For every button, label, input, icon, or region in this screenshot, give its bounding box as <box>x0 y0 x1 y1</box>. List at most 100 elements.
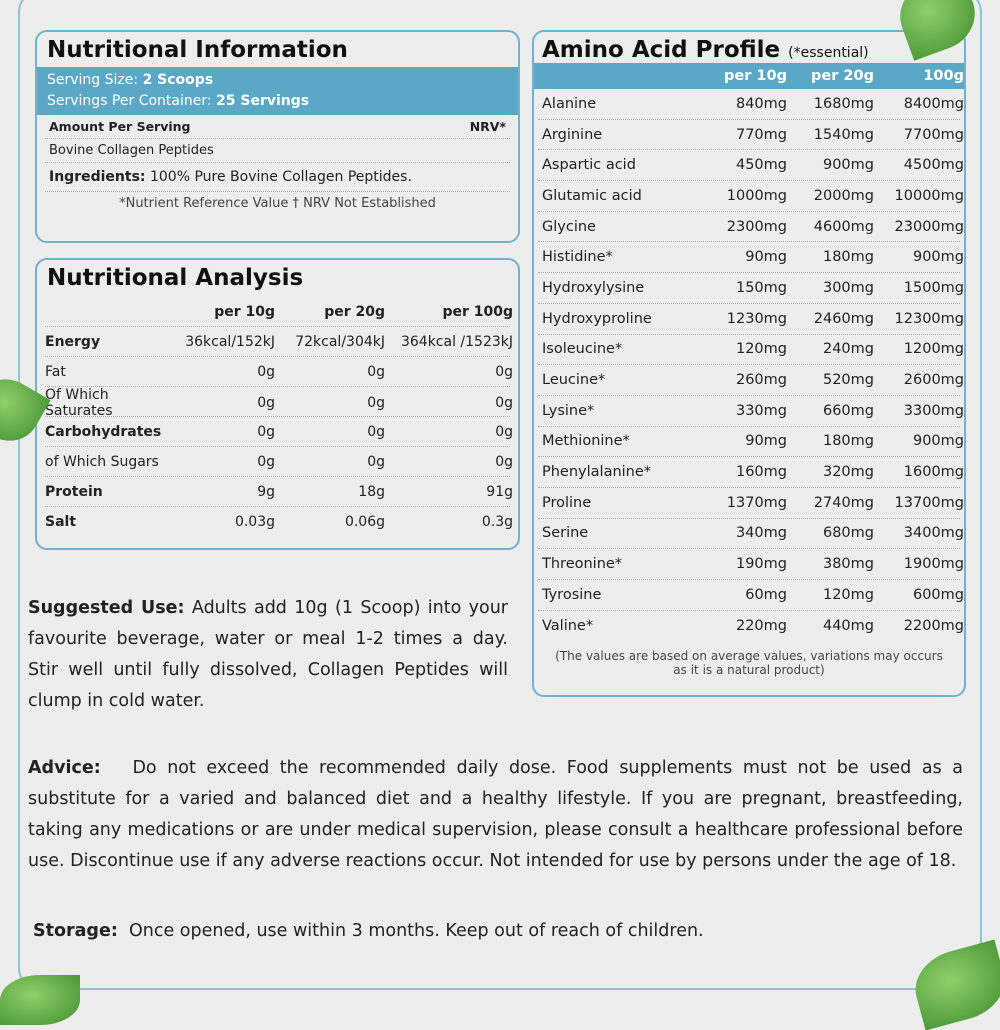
cell: 2200mg <box>903 618 964 635</box>
nrv-label: NRV* <box>469 119 506 134</box>
cell: Arginine <box>542 126 603 143</box>
ingredients-label: Ingredients: <box>49 169 146 185</box>
cell: 0.06g <box>344 514 385 530</box>
cell: 9g <box>257 483 275 500</box>
servings-per-container-label: Servings Per Container: <box>47 93 212 109</box>
cell: 2600mg <box>903 372 964 389</box>
table-row: Threonine* 190mg 380mg 1900mg <box>538 549 964 580</box>
table-row: Serine 340mg 680mg 3400mg <box>538 519 964 550</box>
nutrition-table: per 10g per 20g per 100g Energy 36kcal/152kJ… <box>45 297 513 537</box>
table-row: Methionine* 90mg 180mg 900mg <box>538 427 964 458</box>
cell: Tyrosine <box>542 586 602 603</box>
leaf-icon <box>0 975 80 1025</box>
table-row: Valine* 220mg 440mg 2200mg <box>538 611 964 642</box>
cell: of Which Sugars <box>45 453 159 470</box>
cell: Phenylalanine* <box>542 464 652 481</box>
cell: 120mg <box>822 586 874 603</box>
cell: Glycine <box>542 218 596 235</box>
cell: 840mg <box>735 95 787 112</box>
cell: 2000mg <box>813 187 874 204</box>
cell: Of Which Saturates <box>45 387 113 419</box>
panel-title: Nutritional Analysis <box>47 265 304 291</box>
table-row: Phenylalanine* 160mg 320mg 1600mg <box>538 457 964 488</box>
cell: 1540mg <box>813 126 874 143</box>
nutritional-information-panel: Nutritional Information Serving Size: 2 … <box>35 30 520 243</box>
essential-note: (*essential) <box>788 45 869 61</box>
cell: 180mg <box>822 249 874 266</box>
cell: 380mg <box>822 556 874 573</box>
cell: 8400mg <box>903 95 964 112</box>
cell: 36kcal/152kJ <box>185 333 275 350</box>
table-row: Histidine* 90mg 180mg 900mg <box>538 242 964 274</box>
panel-title: Amino Acid Profile (*essential) <box>542 37 869 63</box>
cell: 440mg <box>822 618 874 635</box>
cell: 220mg <box>735 618 787 635</box>
cell: 1600mg <box>903 464 964 481</box>
cell: 0g <box>495 395 513 411</box>
cell: 3300mg <box>903 402 964 419</box>
cell: 330mg <box>735 402 787 419</box>
cell: 600mg <box>912 586 964 603</box>
table-row: of Which Sugars 0g 0g 0g <box>45 447 513 477</box>
cell: 2740mg <box>813 494 874 511</box>
panel-title: Nutritional Information <box>47 37 348 63</box>
ingredients-value: 100% Pure Bovine Collagen Peptides. <box>149 169 412 185</box>
cell: 0g <box>257 395 275 411</box>
table-row: Fat 0g 0g 0g <box>45 357 513 387</box>
cell: Methionine* <box>542 433 630 450</box>
cell: per 10g <box>214 303 275 320</box>
storage: Storage: Once opened, use within 3 month… <box>33 921 704 941</box>
cell: Hydroxyproline <box>542 310 652 327</box>
table-row: Hydroxylysine 150mg 300mg 1500mg <box>538 273 964 304</box>
table-row: Tyrosine 60mg 120mg 600mg <box>538 580 964 611</box>
cell: 900mg <box>912 433 964 450</box>
cell: 13700mg <box>894 494 964 511</box>
table-row: Energy 36kcal/152kJ 72kcal/304kJ 364kcal /1… <box>45 327 513 357</box>
cell: 91g <box>486 483 513 500</box>
table-row: Of Which Saturates 0g 0g 0g <box>45 387 513 419</box>
table-row: Leucine* 260mg 520mg 2600mg <box>538 365 964 396</box>
table-row: Aspartic acid 450mg 900mg 4500mg <box>538 150 964 182</box>
cell: 1230mg <box>726 310 787 327</box>
cell: 1900mg <box>903 556 964 573</box>
cell: 660mg <box>822 402 874 419</box>
serving-band: Serving Size: 2 Scoops Servings Per Cont… <box>37 67 518 115</box>
cell: 0g <box>367 453 385 470</box>
cell: 18g <box>358 483 385 500</box>
cell: 12300mg <box>894 310 964 327</box>
cell: 180mg <box>822 433 874 450</box>
cell: per 100g <box>442 303 513 320</box>
table-row: Lysine* 330mg 660mg 3300mg <box>538 396 964 427</box>
cell: Protein <box>45 483 103 500</box>
serving-size-label: Serving Size: <box>47 72 139 88</box>
cell: 364kcal /1523kJ <box>400 333 513 350</box>
table-row: Carbohydrates 0g 0g 0g <box>45 417 513 447</box>
cell: 520mg <box>822 372 874 389</box>
cell: Proline <box>542 494 592 511</box>
cell: Hydroxylysine <box>542 279 645 296</box>
advice: Advice: Do not exceed the recommended da… <box>28 758 963 871</box>
cell: 7700mg <box>903 126 964 143</box>
cell: Lysine* <box>542 402 595 419</box>
cell: Threonine* <box>542 556 623 573</box>
cell: per 20g <box>324 303 385 320</box>
cell: 4600mg <box>813 218 874 235</box>
cell: 1200mg <box>903 341 964 358</box>
cell: 770mg <box>735 126 787 143</box>
cell: 0g <box>257 363 275 380</box>
nutritional-analysis-panel: Nutritional Analysis per 10g per 20g per 1… <box>35 258 520 550</box>
table-row: Glutamic acid 1000mg 2000mg 10000mg <box>538 181 964 212</box>
cell: Energy <box>45 333 101 350</box>
cell: 60mg <box>745 586 787 603</box>
cell: 190mg <box>735 556 787 573</box>
cell: 900mg <box>822 157 874 174</box>
cell: Isoleucine* <box>542 341 623 358</box>
cell: Carbohydrates <box>45 423 162 440</box>
cell: 300mg <box>822 279 874 296</box>
amino-note: (The values are based on average values,… <box>555 649 943 678</box>
table-header: per 10g per 20g per 100g <box>45 297 513 327</box>
footnote: *Nutrient Reference Value † NRV Not Esta… <box>119 196 436 211</box>
cell: 0g <box>495 423 513 440</box>
cell: per 20g <box>811 68 874 84</box>
cell: per 10g <box>724 68 787 84</box>
